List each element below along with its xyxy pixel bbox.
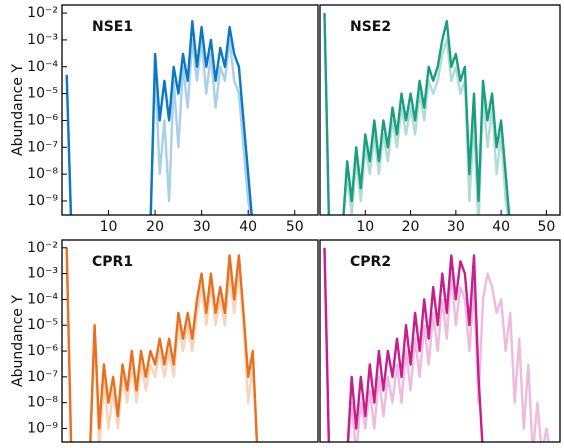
y-tick-label: 10⁻⁷ — [27, 139, 58, 155]
panel-title: CPR2 — [350, 254, 391, 270]
series-line — [323, 247, 484, 442]
series-line — [65, 38, 252, 215]
x-tick-label: 20 — [146, 219, 164, 235]
frame — [61, 4, 319, 216]
lines — [323, 247, 550, 442]
x-tick-label: 40 — [239, 219, 257, 235]
lines — [65, 247, 259, 442]
panel: CPR2 — [319, 239, 561, 443]
x-tick-label: 40 — [492, 219, 510, 235]
panel: CPR1 10⁻² 10⁻³ 10⁻⁴ 10⁻⁵ 10⁻⁶ 10⁻⁷ 10⁻⁸ 10⁻⁹ Abun… — [10, 239, 319, 443]
y-tick-label: 10⁻⁸ — [27, 166, 58, 182]
y-tick-label: 10⁻³ — [27, 32, 58, 48]
y-tick-label: 10⁻⁴ — [27, 291, 58, 307]
y-tick-label: 10⁻⁶ — [27, 112, 58, 128]
panel: NSE1 10⁻² 10⁻³ 10⁻⁴ 10⁻⁵ 10⁻⁶ 10⁻⁷ 10⁻⁸ 10⁻⁹ 10 20… — [10, 4, 319, 235]
series-line — [65, 20, 253, 215]
panel-title: NSE1 — [92, 19, 133, 35]
x-tick-label: 10 — [356, 219, 374, 235]
lines — [65, 20, 253, 215]
y-tick-label: 10⁻⁵ — [27, 317, 58, 333]
y-tick-label: 10⁻³ — [27, 266, 58, 282]
y-tick-label: 10⁻⁶ — [27, 343, 58, 359]
y-tick-label: 10⁻⁸ — [27, 395, 58, 411]
y-tick-label: 10⁻⁵ — [27, 86, 58, 102]
panel: NSE2 10 20 30 40 50 — [319, 4, 561, 235]
x-tick-label: 20 — [402, 219, 420, 235]
frame — [319, 4, 561, 216]
x-tick-label: 50 — [286, 219, 304, 235]
panel-title: CPR1 — [92, 254, 133, 270]
lines — [323, 13, 511, 215]
x-tick-label: 50 — [538, 219, 556, 235]
frame — [61, 239, 319, 443]
panel-title: NSE2 — [350, 19, 391, 35]
y-tick-label: 10⁻² — [27, 240, 58, 256]
y-axis-label: Abundance Y — [10, 295, 26, 387]
series-line — [323, 13, 511, 215]
x-tick-label: 30 — [447, 219, 465, 235]
y-tick-label: 10⁻⁹ — [27, 193, 58, 209]
y-tick-label: 10⁻⁷ — [27, 369, 58, 385]
x-tick-label: 10 — [100, 219, 118, 235]
y-tick-label: 10⁻² — [27, 5, 58, 21]
series-line — [323, 247, 550, 442]
y-tick-label: 10⁻⁹ — [27, 421, 58, 437]
frame — [319, 239, 561, 443]
y-axis-label: Abundance Y — [10, 64, 26, 156]
x-tick-label: 30 — [193, 219, 211, 235]
y-tick-label: 10⁻⁴ — [27, 59, 58, 75]
series-line — [65, 247, 259, 442]
